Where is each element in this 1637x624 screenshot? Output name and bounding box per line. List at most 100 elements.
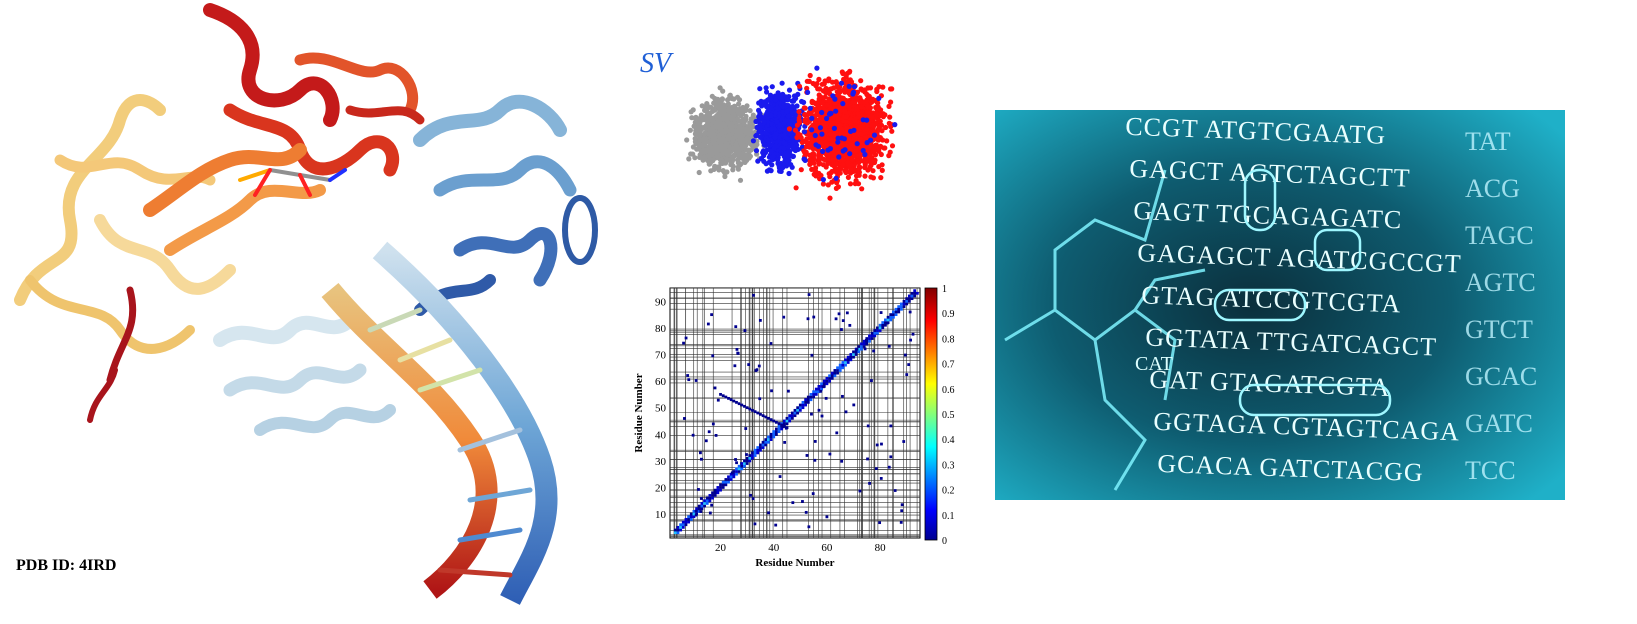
contact-cell — [774, 427, 778, 431]
scatter-point — [788, 135, 794, 141]
scatter-point — [777, 168, 783, 174]
contact-cell — [878, 521, 882, 525]
contact-cell — [713, 494, 717, 497]
scatter-point — [825, 182, 831, 188]
contact-cell — [708, 496, 712, 500]
scatter-point — [729, 123, 735, 129]
contact-cell — [751, 497, 755, 500]
contact-cell — [782, 419, 786, 423]
contact-cell — [719, 488, 722, 492]
scatter-point — [877, 118, 883, 124]
contact-cell — [724, 480, 728, 484]
scatter-point — [888, 99, 894, 105]
contact-cell — [846, 355, 850, 359]
contact-cell — [787, 389, 790, 393]
contact-cell — [774, 523, 778, 527]
scatter-point — [735, 160, 741, 166]
contact-cell — [689, 512, 693, 516]
colorbar-tick-label: 0.2 — [942, 486, 955, 497]
ribbon-right-domain — [413, 94, 598, 316]
scatter-point — [806, 157, 813, 163]
scatter-point — [839, 126, 845, 132]
scatter-point — [804, 78, 810, 84]
scatter-point — [813, 142, 819, 148]
contact-cell — [757, 364, 761, 368]
contact-cell — [837, 312, 841, 316]
scatter-point — [774, 93, 780, 99]
scatter-point — [805, 89, 811, 95]
contact-cell — [841, 394, 844, 398]
scatter-point — [696, 169, 702, 176]
contact-cell — [878, 329, 882, 332]
scatter-point — [757, 86, 763, 92]
contact-cell — [716, 486, 720, 489]
contact-cell — [892, 315, 895, 319]
contact-cell — [737, 464, 741, 468]
contact-cell — [814, 390, 818, 394]
contact-cell — [820, 387, 823, 391]
contact-cell — [708, 499, 712, 503]
contact-cell — [682, 341, 685, 345]
contact-cell — [798, 408, 802, 412]
contact-cell — [813, 440, 817, 443]
scatter-point — [809, 115, 815, 121]
contact-cell — [747, 363, 751, 366]
scatter-point — [868, 137, 874, 143]
contact-cell — [687, 517, 691, 521]
contact-cell — [753, 454, 757, 457]
dna-side-line: ACG — [1465, 174, 1520, 203]
contact-cell — [870, 337, 874, 340]
scatter-point — [689, 115, 695, 121]
contact-cell — [844, 361, 847, 364]
contact-cell — [889, 455, 893, 459]
contact-cell — [697, 504, 701, 508]
contact-cell — [852, 353, 855, 356]
scatter-point — [730, 137, 736, 143]
contact-cell — [860, 347, 863, 351]
contact-cell — [804, 510, 808, 514]
contact-cell — [687, 378, 691, 382]
scatter-point — [807, 161, 813, 167]
contact-map-xlabel: Residue Number — [755, 557, 834, 569]
scatter-point — [725, 151, 731, 157]
contact-cell — [848, 323, 852, 327]
scatter-point — [727, 157, 733, 163]
scatter-point — [792, 113, 798, 119]
y-tick-label: 10 — [655, 509, 667, 521]
contact-cell — [828, 379, 831, 383]
contact-cell — [820, 414, 824, 418]
scatter-point — [863, 158, 869, 164]
contact-cell — [812, 390, 816, 394]
colorbar-tick-label: 1 — [942, 284, 947, 295]
scatter-point — [854, 168, 860, 174]
contact-cell — [875, 443, 879, 447]
scatter-point — [875, 100, 881, 106]
contact-cell — [764, 438, 768, 441]
scatter-point — [857, 152, 863, 158]
contact-cell — [872, 349, 876, 353]
scatter-point — [761, 158, 767, 164]
contact-cell — [694, 509, 698, 513]
contact-cell — [689, 515, 693, 519]
scatter-point — [847, 181, 854, 187]
contact-cell — [769, 435, 773, 439]
contact-cell — [782, 422, 786, 426]
contact-cell — [870, 334, 874, 338]
contact-cell — [884, 318, 887, 322]
scatter-point — [801, 99, 807, 105]
scatter-point — [721, 169, 728, 175]
scatter-point — [719, 123, 726, 129]
scatter-point — [773, 97, 779, 103]
scatter-point — [792, 127, 799, 133]
contact-cell — [777, 424, 781, 428]
scatter-point — [690, 107, 696, 113]
scatter-point — [854, 141, 860, 147]
scatter-point — [758, 113, 764, 120]
contact-cell — [817, 408, 821, 412]
contact-cell — [767, 511, 770, 515]
scatter-point — [692, 155, 698, 161]
contact-cell — [756, 411, 760, 415]
scatter-point — [796, 109, 802, 115]
scatter-point — [862, 173, 868, 179]
contact-cell — [807, 525, 811, 529]
